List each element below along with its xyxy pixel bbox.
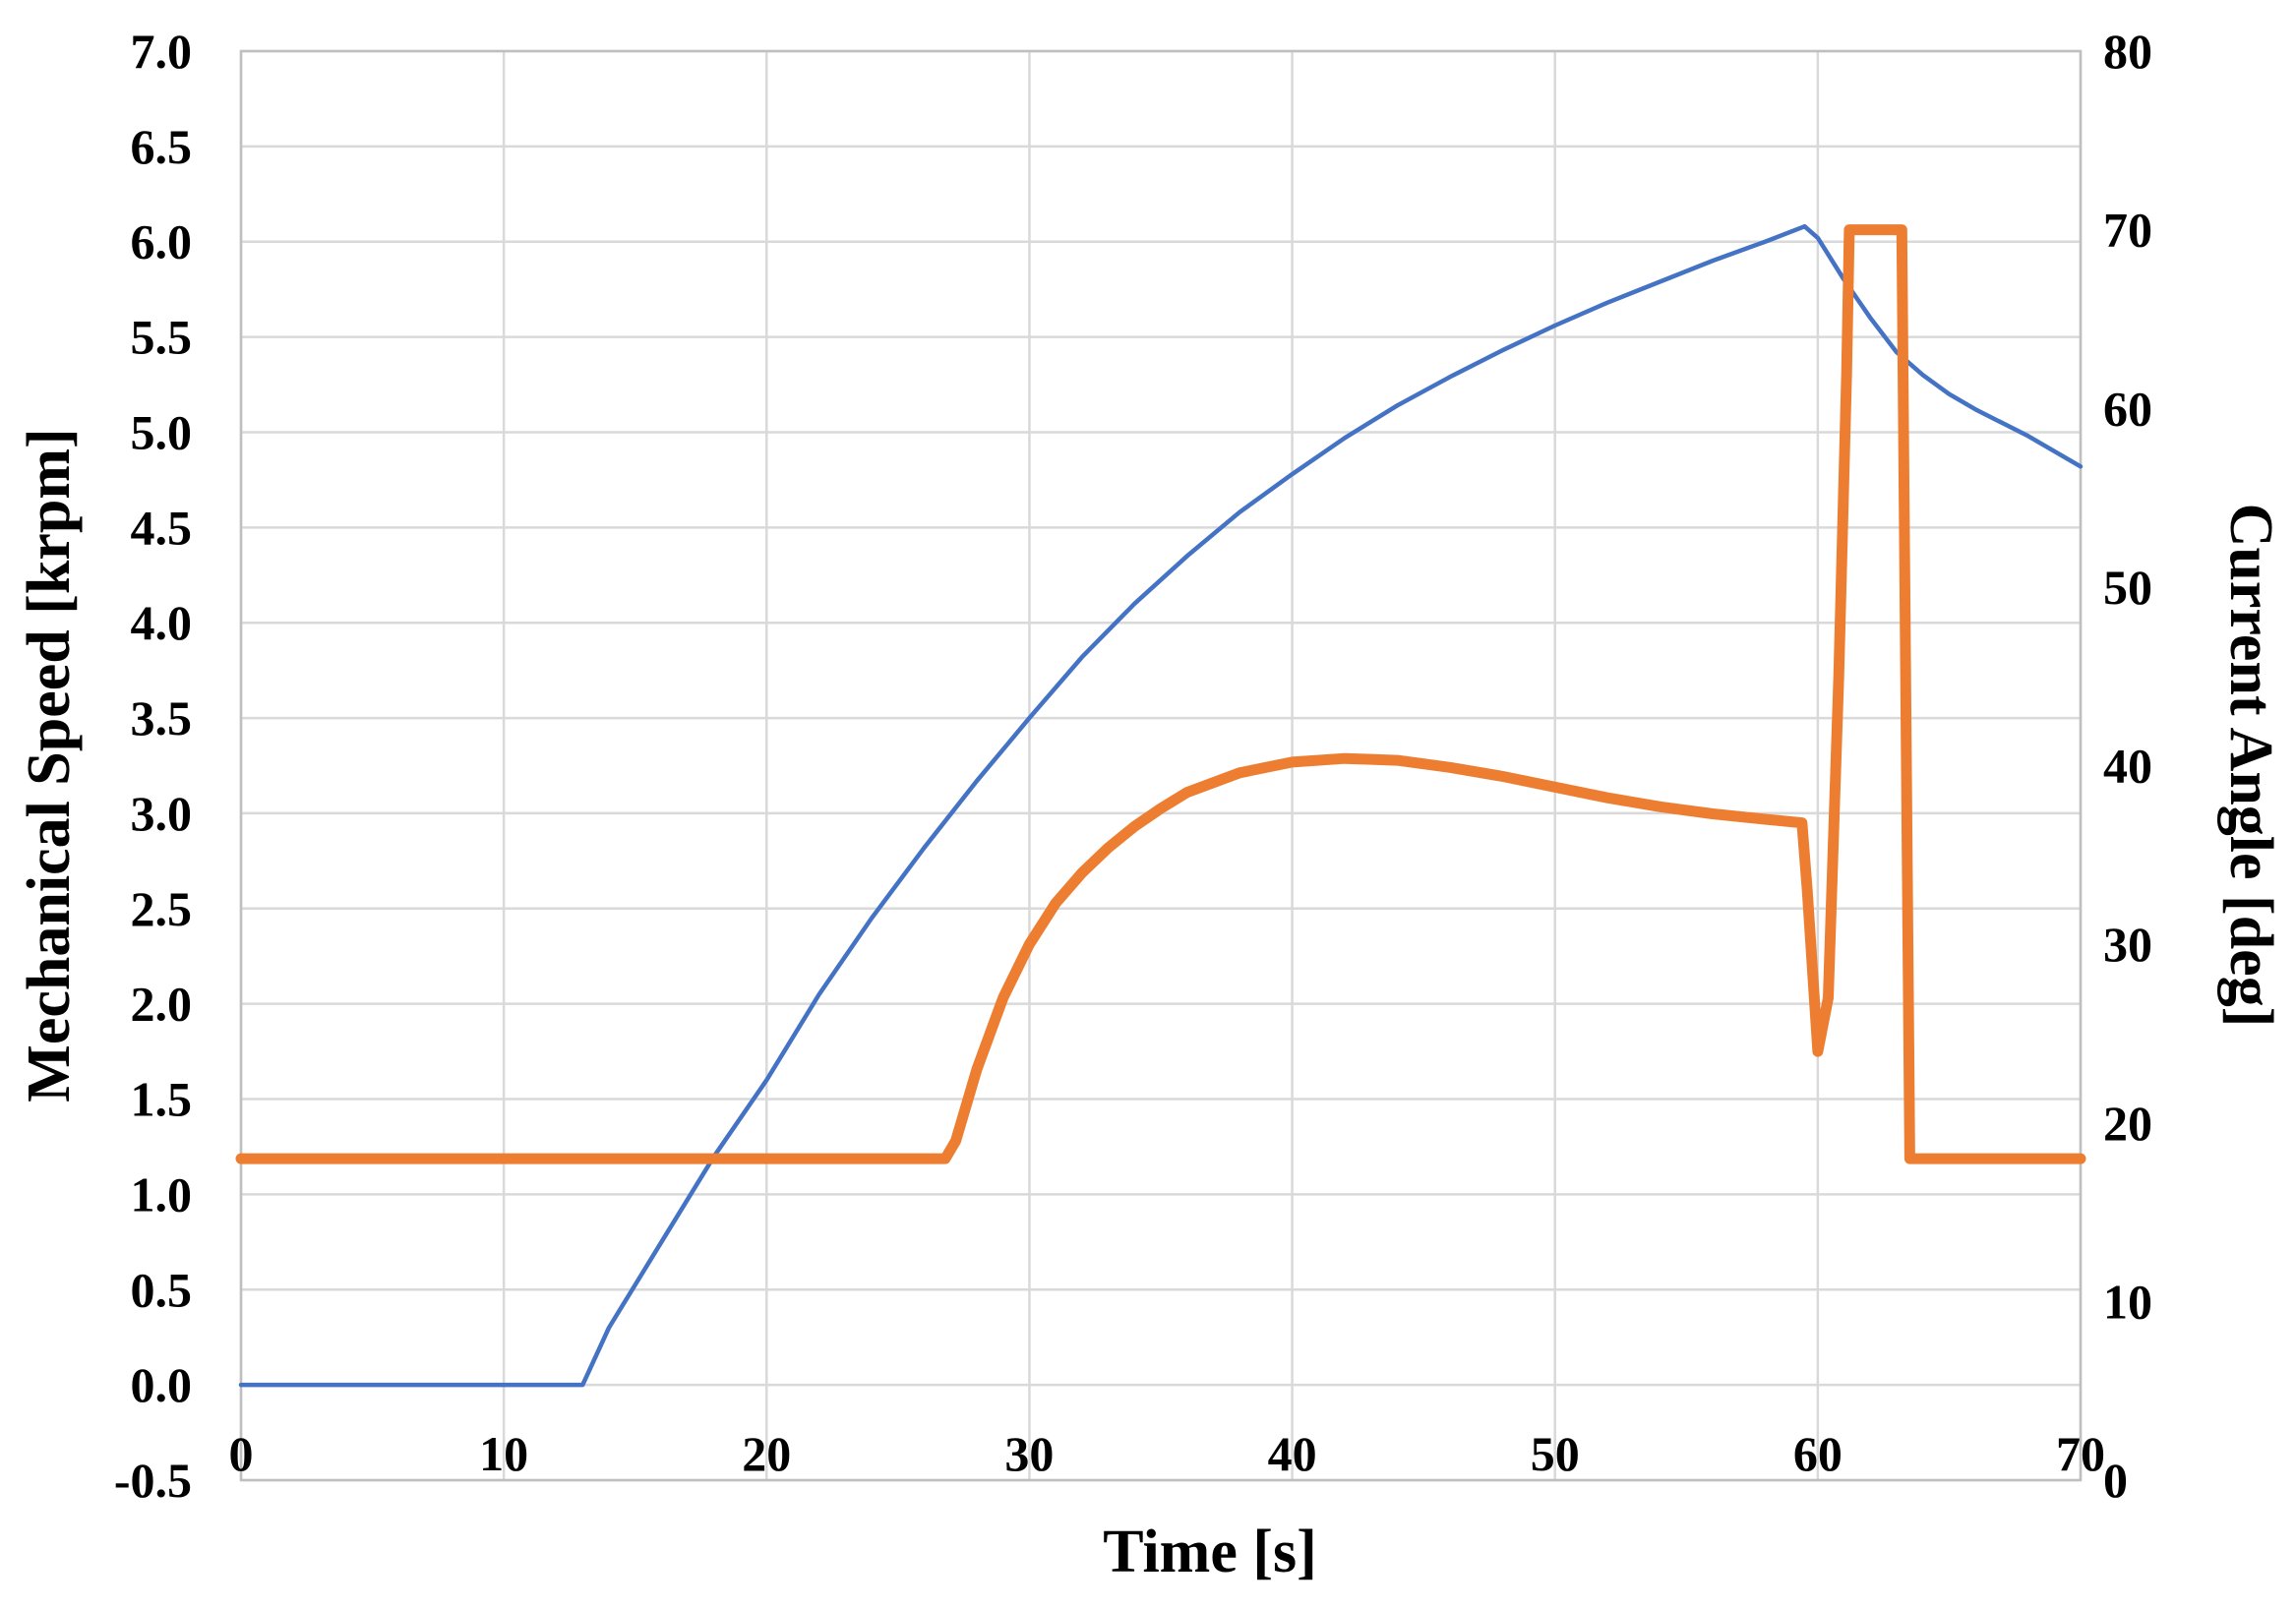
y-left-tick-label: 0.5 (131, 1262, 193, 1317)
y-right-tick-label: 60 (2103, 381, 2152, 436)
y-left-tick-label: 4.5 (131, 500, 193, 555)
y-left-tick-label: 4.0 (131, 595, 193, 650)
y-left-tick-label: 6.0 (131, 214, 193, 269)
x-axis-title: Time [s] (1103, 1519, 1317, 1585)
x-tick-label: 70 (2056, 1426, 2105, 1481)
y-left-tick-label: 1.5 (131, 1072, 193, 1127)
tick-labels: 0 10 20 30 40 50 60 70 -0.5 0.0 0.5 1.0 1.5 2.0 2.5 3.0… (114, 24, 2152, 1508)
y-right-tick-label: 80 (2103, 24, 2152, 79)
series-layer (235, 223, 2086, 1388)
y-left-tick-label: 0.0 (131, 1357, 193, 1412)
y-right-tick-label: 20 (2103, 1096, 2152, 1151)
y-left-tick-label: 1.0 (131, 1166, 193, 1222)
x-tick-label: 50 (1531, 1426, 1580, 1481)
y-left-tick-label: 3.0 (131, 786, 193, 841)
y-axis-right-title: Current Angle [deg] (2217, 504, 2284, 1028)
series-line-mechanical-speed (238, 223, 2084, 1388)
y-left-tick-label: 2.0 (131, 977, 193, 1032)
y-left-tick-label: 7.0 (131, 24, 193, 79)
y-left-tick-label: -0.5 (114, 1453, 192, 1508)
y-right-tick-label: 50 (2103, 560, 2152, 615)
x-tick-label: 40 (1268, 1426, 1317, 1481)
plot-frame (239, 49, 2083, 1482)
x-tick-label: 60 (1793, 1426, 1843, 1481)
y-left-tick-label: 2.5 (131, 881, 193, 936)
y-right-tick-label: 40 (2103, 739, 2152, 794)
y-axis-left-title: Mechanical Speed [krpm] (16, 428, 83, 1102)
y-left-tick-label: 6.5 (131, 119, 193, 174)
y-right-tick-label: 0 (2103, 1453, 2128, 1508)
x-tick-label: 10 (479, 1426, 528, 1481)
y-left-tick-label: 5.5 (131, 310, 193, 365)
grid (239, 49, 2083, 1482)
y-right-tick-label: 10 (2103, 1274, 2152, 1329)
series-line-current-angle (235, 224, 2086, 1164)
y-left-tick-label: 5.0 (131, 404, 193, 459)
x-tick-label: 30 (1004, 1426, 1054, 1481)
y-right-tick-label: 70 (2103, 203, 2152, 258)
y-left-tick-label: 3.5 (131, 690, 193, 745)
x-tick-label: 20 (742, 1426, 791, 1481)
y-right-tick-label: 30 (2103, 917, 2152, 972)
x-tick-label: 0 (229, 1426, 254, 1481)
